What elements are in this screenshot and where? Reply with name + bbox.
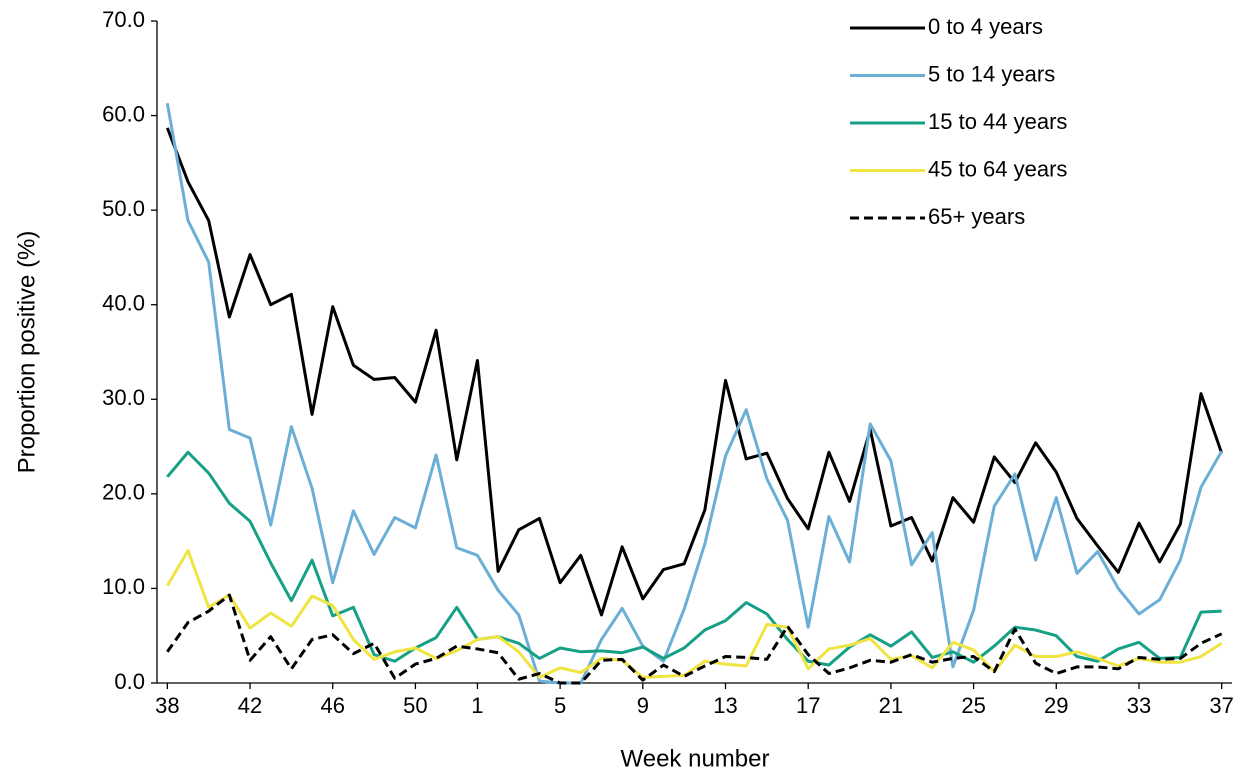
series-line [165, 103, 1223, 685]
y-tick-label: 10.0 [102, 574, 145, 599]
x-tick-label: 5 [554, 693, 566, 718]
y-tick-label: 50.0 [102, 196, 145, 221]
y-tick-label: 0.0 [114, 669, 145, 694]
y-tick-label: 40.0 [102, 291, 145, 316]
series-line [166, 450, 1222, 667]
x-tick-label: 37 [1209, 693, 1233, 718]
legend-label: 65+ years [928, 204, 1025, 229]
x-tick-label: 9 [637, 693, 649, 718]
legend-label: 45 to 64 years [928, 156, 1067, 181]
legend-label: 15 to 44 years [928, 109, 1067, 134]
y-tick-label: 30.0 [102, 385, 145, 410]
x-tick-label: 29 [1044, 693, 1068, 718]
legend-label: 0 to 4 years [928, 14, 1043, 39]
series-line [165, 127, 1224, 617]
y-axis-title: Proportion positive (%) [13, 231, 40, 474]
y-tick-label: 70.0 [102, 7, 145, 32]
x-tick-label: 13 [713, 693, 737, 718]
y-tick-label: 60.0 [102, 101, 145, 126]
x-tick-label: 46 [320, 693, 344, 718]
x-tick-label: 17 [796, 693, 820, 718]
x-tick-label: 38 [155, 693, 179, 718]
legend-label: 5 to 14 years [928, 61, 1055, 86]
x-tick-label: 50 [403, 693, 427, 718]
series-line [166, 549, 1223, 679]
series-line [166, 593, 1223, 685]
x-tick-label: 25 [961, 693, 985, 718]
x-tick-label: 21 [879, 693, 903, 718]
x-axis-title: Week number [621, 745, 770, 772]
y-tick-label: 20.0 [102, 480, 145, 505]
x-tick-label: 1 [471, 693, 483, 718]
x-tick-label: 33 [1127, 693, 1151, 718]
x-tick-label: 42 [238, 693, 262, 718]
